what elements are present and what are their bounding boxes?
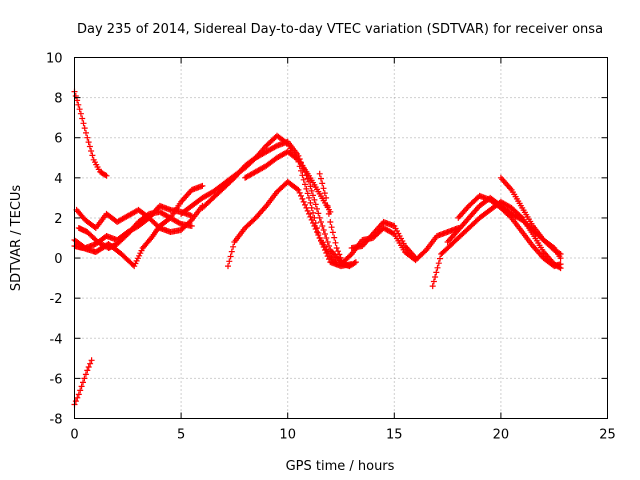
series-markers [497,174,564,257]
data-series [71,88,564,408]
series-arc-11 [316,170,359,270]
series-markers [242,148,334,215]
series-arc-16 [455,192,564,270]
x-tick-label: 20 [493,428,510,443]
series-markers [348,219,419,262]
x-tick-label: 15 [386,428,403,443]
y-axis-label: SDTVAR / TECUs [9,185,24,292]
plot-frame [74,57,608,419]
series-markers [199,138,344,266]
y-tick-label: -8 [50,413,63,428]
series-arc-8 [199,138,344,266]
chart-title: Day 235 of 2014, Sidereal Day-to-day VTE… [77,22,603,37]
y-tick-label: -6 [50,372,63,387]
y-tick-label: -2 [50,292,63,307]
x-tick-label: 5 [177,428,185,443]
series-markers [429,198,564,290]
series-arc-17 [497,174,564,257]
series-markers [316,170,359,270]
axes: 0 5 10 15 20 25 -8 -6 -4 -2 0 2 4 6 8 10 [46,52,616,443]
y-tick-label: 2 [54,212,62,227]
x-tick-label: 10 [279,428,296,443]
y-tick-label: 6 [54,132,62,147]
x-tick-label: 0 [70,428,78,443]
y-tick-label: 10 [46,52,63,67]
y-tick-label: 0 [54,252,62,267]
series-markers [225,178,340,270]
series-markers [455,192,564,270]
y-tick-label: 8 [54,92,62,107]
series-arc-13 [348,219,419,262]
x-tick-label: 25 [599,428,616,443]
series-arc-14 [429,198,564,290]
series-arc-9 [225,178,340,270]
x-axis-label: GPS time / hours [286,459,395,474]
series-arc-10 [242,148,334,215]
y-tick-label: 4 [54,172,62,187]
y-tick-label: -4 [50,332,63,347]
